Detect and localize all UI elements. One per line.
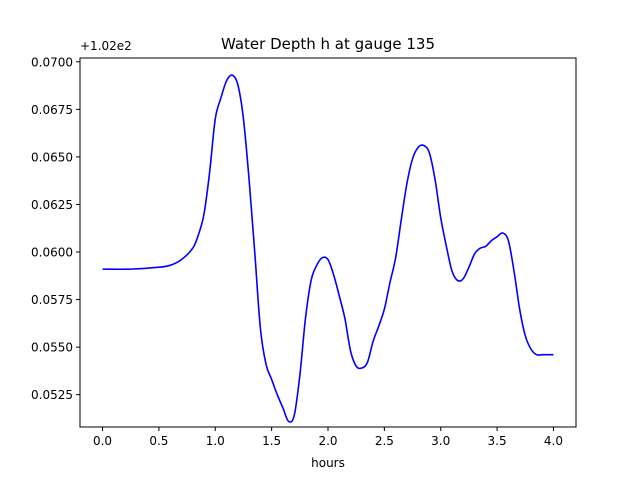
plot-frame bbox=[79, 57, 577, 428]
y-tick-label: 0.0625 bbox=[31, 198, 73, 212]
x-tick-label: 2.5 bbox=[375, 434, 394, 448]
series-layer bbox=[102, 74, 554, 423]
x-tick-label: 1.0 bbox=[206, 434, 225, 448]
y-tick-label: 0.0600 bbox=[31, 246, 73, 260]
y-tick-label: 0.0575 bbox=[31, 293, 73, 307]
x-tick-label: 3.5 bbox=[488, 434, 507, 448]
axes-layer bbox=[79, 57, 577, 428]
chart-title: Water Depth h at gauge 135 bbox=[221, 35, 435, 53]
x-tick-label: 0.0 bbox=[93, 434, 112, 448]
x-axis-label: hours bbox=[311, 456, 345, 470]
y-tick-label: 0.0650 bbox=[31, 150, 73, 164]
x-tick-label: 0.5 bbox=[149, 434, 168, 448]
x-tick-label: 4.0 bbox=[544, 434, 563, 448]
y-tick-label: 0.0525 bbox=[31, 388, 73, 402]
x-tick-label: 2.0 bbox=[318, 434, 337, 448]
y-tick-label: 0.0550 bbox=[31, 341, 73, 355]
y-tick-label: 0.0700 bbox=[31, 55, 73, 69]
y-tick-label: 0.0675 bbox=[31, 103, 73, 117]
x-tick-label: 1.5 bbox=[262, 434, 281, 448]
ticks-layer: 0.0 0.5 1.0 1.5 2.0 2.5 3.0 3.5 4.0 0.0525 0.0550 0… bbox=[31, 55, 563, 448]
series-line bbox=[102, 74, 554, 423]
y-offset-label: +1.02e2 bbox=[80, 39, 132, 53]
x-tick-label: 3.0 bbox=[431, 434, 450, 448]
